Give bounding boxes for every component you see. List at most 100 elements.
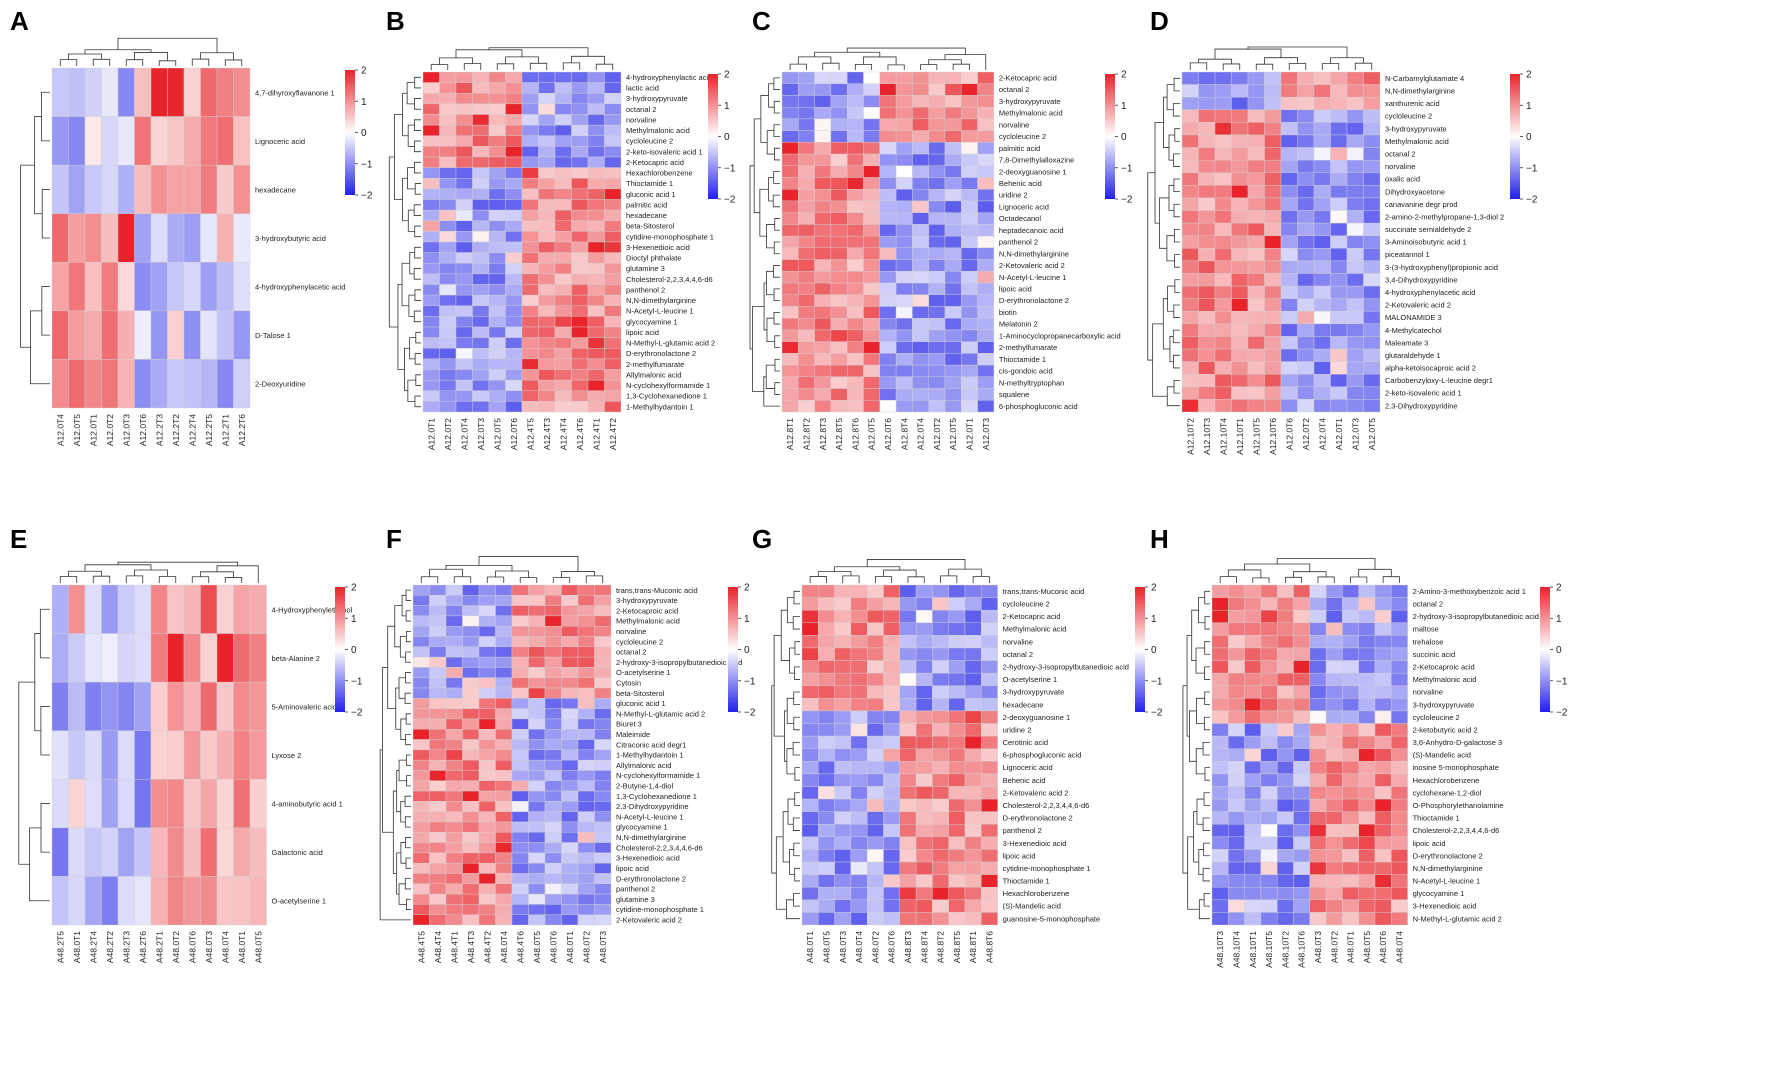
heatmap-cell xyxy=(429,883,447,895)
heatmap-cell xyxy=(521,209,539,221)
heatmap-cell xyxy=(505,178,523,190)
heatmap-cell xyxy=(429,729,447,740)
column-label: A48.2T6 xyxy=(138,931,148,963)
heatmap-cell xyxy=(1325,660,1343,674)
heatmap-cell xyxy=(814,306,832,319)
dendrogram-branch xyxy=(1204,767,1210,781)
row-label: 2-Ketocapric acid xyxy=(1003,612,1061,621)
heatmap-cell xyxy=(1211,786,1229,800)
heatmap-cell xyxy=(445,893,463,905)
heatmap-cell xyxy=(1264,71,1282,85)
heatmap-cell xyxy=(422,326,440,338)
heatmap-cell xyxy=(495,698,513,709)
heatmap-cell xyxy=(981,660,998,674)
heatmap-cell xyxy=(1391,710,1408,724)
heatmap-cell xyxy=(1214,248,1232,262)
heatmap-cell xyxy=(1313,248,1331,262)
heatmap-cell xyxy=(412,914,430,926)
heatmap-cell xyxy=(488,103,506,115)
dendrogram-branch xyxy=(793,893,800,907)
dendrogram-branch xyxy=(486,576,505,583)
heatmap-cell xyxy=(587,326,605,338)
heatmap-cell xyxy=(883,899,900,913)
heatmap-cell xyxy=(68,359,86,409)
color-scale-tick-label: −2 xyxy=(361,191,373,202)
column-label: A12.2T6 xyxy=(237,414,247,446)
heatmap-cell xyxy=(977,235,995,249)
heatmap-cell xyxy=(455,390,473,402)
heatmap-cell xyxy=(422,135,440,147)
heatmap-cell xyxy=(200,310,218,360)
heatmap-cell xyxy=(544,873,562,884)
row-label: octanal 2 xyxy=(999,85,1029,94)
heatmap-cell xyxy=(51,730,69,780)
heatmap-cell xyxy=(455,93,473,105)
row-label: Hexachlorobenzene xyxy=(1003,889,1070,898)
heatmap-cell xyxy=(68,633,86,683)
heatmap-cell xyxy=(1276,635,1294,649)
row-label: piceatannol 1 xyxy=(1385,250,1430,259)
column-label: A12.0T4 xyxy=(459,418,469,450)
heatmap-cell xyxy=(134,681,152,731)
heatmap-cell xyxy=(847,388,864,401)
column-label: A12.0T1 xyxy=(88,414,98,446)
heatmap-cell xyxy=(883,647,900,661)
heatmap-cell xyxy=(455,167,473,179)
color-scale-tick-label: 2 xyxy=(361,66,367,77)
heatmap-cell xyxy=(511,718,529,730)
heatmap-cell xyxy=(932,622,949,636)
heatmap-cell xyxy=(587,167,605,179)
heatmap-cell xyxy=(604,316,622,328)
heatmap-cell xyxy=(1264,134,1282,148)
heatmap-cell xyxy=(1363,323,1381,337)
heatmap-cell xyxy=(538,103,556,115)
heatmap-cell xyxy=(101,310,119,360)
heatmap-cell xyxy=(511,770,529,781)
row-label: glutamine 3 xyxy=(626,264,665,273)
heatmap-cell xyxy=(879,118,897,131)
heatmap-cell xyxy=(445,821,463,833)
dendrogram-branch xyxy=(407,209,415,232)
heatmap-cell xyxy=(1231,361,1249,375)
heatmap-cell xyxy=(577,780,595,792)
heatmap-cell xyxy=(544,708,562,720)
heatmap-cell xyxy=(478,811,496,823)
heatmap-cell xyxy=(445,801,463,812)
column-label: A12.0T2 xyxy=(932,418,942,450)
heatmap-cell xyxy=(961,130,978,143)
heatmap-cell xyxy=(850,647,868,661)
heatmap-cell xyxy=(544,770,562,781)
row-label: Thioctamide 1 xyxy=(999,355,1046,364)
row-label: Thioctamide 1 xyxy=(1003,877,1050,886)
heatmap-cell xyxy=(1231,71,1249,85)
heatmap-cell xyxy=(879,83,897,96)
heatmap-cell xyxy=(577,862,595,874)
heatmap-cell xyxy=(1358,735,1376,749)
heatmap-cell xyxy=(850,811,868,825)
heatmap-cell xyxy=(455,114,473,126)
heatmap-cell xyxy=(1198,134,1216,148)
panel-letter: C xyxy=(752,6,771,36)
row-label: (S)-Mandelic acid xyxy=(1413,751,1471,760)
heatmap-cell xyxy=(830,83,848,96)
heatmap-cell xyxy=(1264,84,1282,98)
heatmap-cell xyxy=(1325,584,1343,598)
heatmap-cell xyxy=(554,188,572,200)
heatmap-cell xyxy=(830,177,848,190)
heatmap-cell xyxy=(834,660,852,674)
heatmap-cell xyxy=(928,329,946,342)
heatmap-cell xyxy=(895,318,913,331)
heatmap-cell xyxy=(554,199,572,211)
heatmap-cell xyxy=(544,656,562,668)
heatmap-cell xyxy=(948,798,966,812)
column-label: A12.0T5 xyxy=(867,418,877,450)
column-label: A12.8T5 xyxy=(834,418,844,450)
heatmap-cell xyxy=(1330,185,1348,199)
heatmap-cell xyxy=(561,852,579,864)
heatmap-cell xyxy=(511,708,529,720)
heatmap-cell xyxy=(1181,374,1199,388)
heatmap-cell xyxy=(1346,185,1364,199)
heatmap-cell xyxy=(554,178,572,190)
heatmap-cell xyxy=(863,341,880,354)
